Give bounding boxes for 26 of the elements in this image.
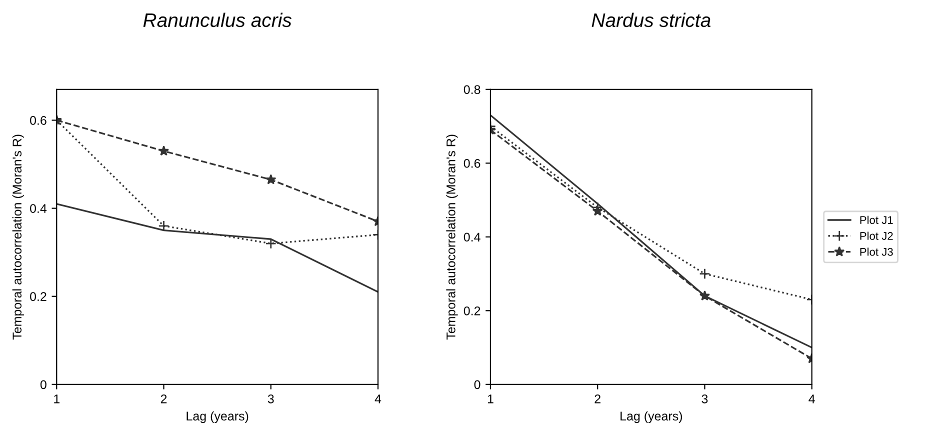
x-tick-label: 3 <box>702 394 708 404</box>
y-tick-label: 0 <box>40 380 46 390</box>
x-tick-label: 1 <box>54 394 60 404</box>
y-tick-label: 0.6 <box>30 116 46 125</box>
y-axis-title: Temporal autocorrelation (Moran's R) <box>12 134 24 340</box>
y-axis-title: Temporal autocorrelation (Moran's R) <box>446 134 458 340</box>
legend-label: Plot J2 <box>860 232 893 240</box>
y-tick-label: 0.4 <box>30 204 47 213</box>
x-axis-title: Lag (years) <box>620 411 682 423</box>
legend-label: Plot J1 <box>860 216 893 224</box>
y-tick-label: 0.4 <box>464 232 480 242</box>
chart-title: Ranunculus acris <box>143 12 292 28</box>
x-tick-label: 2 <box>594 394 600 404</box>
x-tick-label: 4 <box>808 394 815 404</box>
x-tick-label: 3 <box>268 394 274 404</box>
x-axis-title: Lag (years) <box>186 411 248 423</box>
x-tick-label: 2 <box>160 394 167 404</box>
x-tick-label: 4 <box>374 394 382 404</box>
y-tick-label: 0.2 <box>464 306 480 316</box>
legend-label: Plot J3 <box>860 248 893 256</box>
x-tick-label: 1 <box>488 394 494 404</box>
y-tick-label: 0.2 <box>30 292 46 302</box>
y-tick-label: 0.6 <box>464 158 480 168</box>
y-tick-label: 0.8 <box>464 85 480 94</box>
y-tick-label: 0 <box>474 380 480 390</box>
chart-title: Nardus stricta <box>592 12 710 28</box>
